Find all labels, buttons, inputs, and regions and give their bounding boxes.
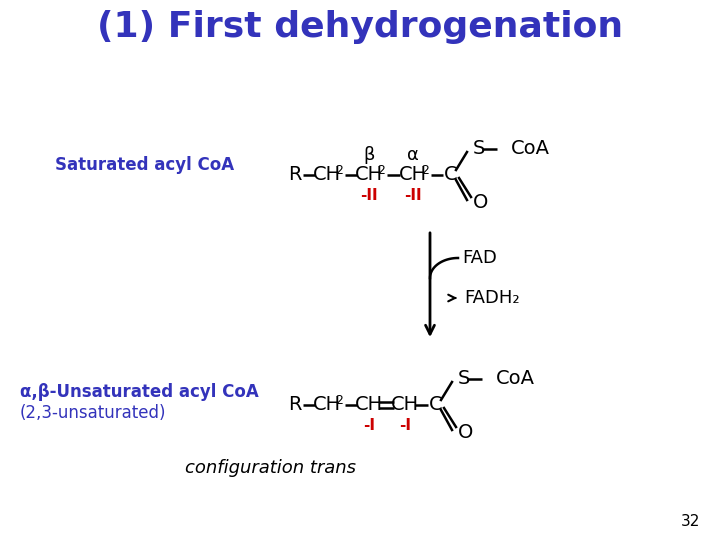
- Text: C: C: [444, 165, 458, 185]
- Text: -II: -II: [404, 187, 422, 202]
- Text: S: S: [473, 139, 485, 159]
- Text: S: S: [458, 369, 470, 388]
- Text: FAD: FAD: [462, 249, 497, 267]
- Text: CH: CH: [399, 165, 427, 185]
- Text: CoA: CoA: [496, 369, 535, 388]
- Text: -I: -I: [363, 417, 375, 433]
- Text: CH: CH: [313, 395, 341, 415]
- Text: R: R: [288, 165, 302, 185]
- Text: C: C: [429, 395, 443, 415]
- Text: CoA: CoA: [511, 139, 550, 159]
- Text: FADH₂: FADH₂: [464, 289, 520, 307]
- Text: O: O: [473, 193, 488, 213]
- Text: 2: 2: [335, 164, 343, 177]
- Text: -II: -II: [360, 187, 378, 202]
- Text: (1) First dehydrogenation: (1) First dehydrogenation: [97, 10, 623, 44]
- Text: α,β-Unsaturated acyl CoA: α,β-Unsaturated acyl CoA: [20, 383, 258, 401]
- Text: configuration trans: configuration trans: [185, 459, 356, 477]
- Text: CH: CH: [355, 395, 383, 415]
- Text: Saturated acyl CoA: Saturated acyl CoA: [55, 156, 234, 174]
- Text: β: β: [364, 146, 374, 164]
- Text: 2: 2: [421, 164, 429, 177]
- Text: O: O: [458, 423, 473, 442]
- Text: CH: CH: [355, 165, 383, 185]
- Text: CH: CH: [313, 165, 341, 185]
- Text: -I: -I: [399, 417, 411, 433]
- Text: α: α: [407, 146, 419, 164]
- Text: 32: 32: [680, 515, 700, 530]
- Text: R: R: [288, 395, 302, 415]
- Text: 2: 2: [335, 394, 343, 407]
- Text: (2,3-unsaturated): (2,3-unsaturated): [20, 404, 166, 422]
- Text: CH: CH: [391, 395, 419, 415]
- Text: 2: 2: [377, 164, 385, 177]
